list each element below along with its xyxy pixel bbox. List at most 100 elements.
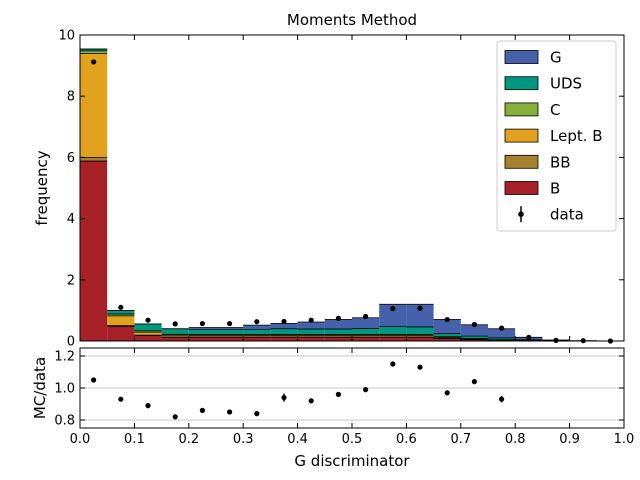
legend-label: BB [550, 153, 571, 171]
legend-label: B [550, 180, 560, 198]
hist-bar [460, 339, 488, 341]
hist-bar [324, 335, 352, 338]
hist-bar [352, 335, 380, 338]
x-tick-label: 0.2 [178, 432, 199, 447]
hist-bar [80, 161, 108, 341]
data-point [444, 316, 450, 323]
hist-bar [270, 334, 298, 336]
y-tick-label: 2 [67, 273, 75, 288]
hist-bar [324, 337, 352, 341]
hist-bar [352, 328, 380, 335]
hist-bar [188, 334, 216, 336]
legend-label: data [550, 206, 584, 224]
hist-bar [297, 329, 325, 335]
x-tick-label: 0.0 [70, 432, 91, 447]
legend-swatch [504, 76, 539, 91]
hist-bar [297, 337, 325, 341]
ratio-point [444, 390, 450, 396]
hist-bar [297, 322, 325, 330]
hist-bar [80, 49, 108, 51]
legend-label: UDS [550, 75, 582, 93]
ratio-point [91, 377, 97, 383]
data-point [471, 321, 477, 328]
ratio-y-tick-label: 1.0 [54, 382, 75, 397]
hist-bar [80, 53, 108, 158]
ratio-point [335, 391, 341, 397]
hist-bar [433, 319, 461, 334]
chart-title: Moments Method [287, 11, 417, 29]
hist-bar [297, 334, 325, 336]
data-point [118, 304, 124, 310]
ratio-point [390, 361, 396, 367]
hist-bar [270, 323, 298, 329]
hist-bar [406, 334, 434, 336]
hist-bar [406, 304, 434, 327]
legend-data-marker [518, 211, 524, 217]
hist-bar [161, 328, 189, 335]
x-tick-label: 0.1 [124, 432, 145, 447]
hist-bar [188, 335, 216, 338]
hist-bar [243, 325, 271, 330]
ratio-point [363, 387, 369, 393]
ratio-point [308, 398, 314, 404]
ratio-y-tick-label: 0.8 [54, 414, 75, 429]
hist-bar [107, 315, 135, 326]
main-plot: 0 2 4 6 8 10 [58, 29, 625, 350]
hist-bar [107, 326, 135, 341]
hist-bar [270, 337, 298, 341]
ratio-point [199, 407, 205, 413]
ratio-point [281, 395, 287, 401]
data-point [363, 313, 369, 320]
hist-bar [352, 334, 380, 336]
hist-bar [216, 337, 244, 341]
data-point [499, 325, 505, 331]
hist-bar [433, 338, 461, 341]
hist-bar [188, 329, 216, 335]
hist-bar [134, 335, 162, 341]
hist-bar [188, 337, 216, 341]
series-lept-b [80, 53, 516, 341]
data-point [526, 334, 532, 340]
data-point [254, 319, 260, 325]
hist-bar [379, 326, 407, 335]
data-point [390, 305, 396, 312]
hist-bar [433, 337, 461, 339]
ratio-plot: 0.8 1.0 1.2 0.0 0.1 0.2 0.3 0.4 0.5 0.6 0.7 0.8 0.9 1… [54, 347, 635, 447]
ratio-point [227, 409, 233, 415]
hist-bar [324, 329, 352, 335]
x-tick-label: 0.9 [559, 432, 580, 447]
x-tick-label: 1.0 [614, 432, 635, 447]
ratio-y-tick-label: 1.2 [54, 350, 75, 365]
hist-bar [406, 337, 434, 341]
ratio-point [118, 396, 124, 402]
legend-swatch [504, 154, 539, 169]
ratio-point [471, 379, 477, 385]
ratio-point [145, 403, 151, 409]
hist-bar [488, 337, 516, 340]
hist-bar [460, 324, 488, 337]
hist-bar [216, 329, 244, 335]
main-y-axis-label: frequency [33, 150, 51, 225]
hist-bar [379, 335, 407, 338]
hist-bar [379, 337, 407, 341]
x-tick-label: 0.7 [450, 432, 471, 447]
data-point [335, 315, 341, 321]
hist-bar [324, 319, 352, 330]
x-tick-label: 0.4 [287, 432, 308, 447]
y-tick-label: 6 [67, 151, 75, 166]
y-tick-label: 10 [58, 29, 75, 44]
hist-bar [134, 330, 162, 333]
ratio-point [172, 414, 178, 420]
hist-bar [352, 317, 380, 329]
hist-bar [216, 334, 244, 336]
ratio-y-axis-label: MC/data [31, 357, 49, 419]
hist-bar [406, 335, 434, 338]
hist-bar [379, 334, 407, 336]
x-axis-label: G discriminator [294, 452, 410, 470]
hist-bar [352, 337, 380, 341]
series-g [188, 304, 597, 342]
legend-label: G [550, 49, 562, 67]
hist-bar [460, 336, 488, 339]
